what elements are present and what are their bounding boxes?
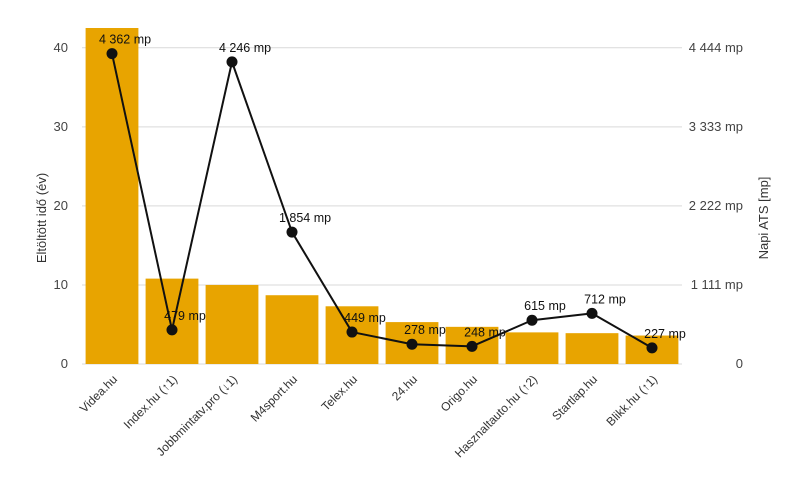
x-axis-categories: Videa.hu Index.hu (↑1)Jobbmintatv.pro (↓1…: [77, 372, 660, 460]
bar: [565, 333, 619, 364]
line-point: [166, 324, 178, 336]
bar-series: [85, 28, 679, 364]
data-label: 712 mp: [584, 292, 626, 306]
bar: [85, 28, 139, 364]
x-category-label: Index.hu (↑1): [121, 372, 180, 431]
x-category-label: Telex.hu: [319, 372, 361, 414]
bar: [205, 284, 259, 364]
y-tick-right: 2 222 mp: [689, 198, 743, 213]
y-tick-left: 40: [54, 40, 68, 55]
y-tick-left: 30: [54, 119, 68, 134]
x-category-label: Videa.hu: [77, 372, 120, 415]
line-point: [346, 326, 358, 338]
data-label: 278 mp: [404, 323, 446, 337]
x-category-label: M4sport.hu: [248, 372, 300, 424]
data-label: 227 mp: [644, 327, 686, 341]
data-labels: 4 362 mp 479 mp 4 246 mp 1 854 mp 449 mp 278 …: [99, 33, 686, 341]
left-axis-ticks: 0 10 20 30 40: [54, 40, 68, 371]
data-label: 4 362 mp: [99, 33, 151, 47]
data-label: 615 mp: [524, 299, 566, 313]
bar: [265, 295, 319, 364]
y-axis-title-left: Eltöltött idő (év): [34, 173, 49, 263]
line-point: [646, 342, 658, 354]
data-label: 449 mp: [344, 311, 386, 325]
line-points: [106, 48, 658, 354]
x-category-label: Blikk.hu (↑1): [604, 372, 661, 429]
right-axis-ticks: 0 1 111 mp 2 222 mp 3 333 mp 4 444 mp: [689, 40, 743, 371]
y-tick-right: 3 333 mp: [689, 119, 743, 134]
line-point: [226, 56, 238, 68]
y-tick-left: 0: [61, 356, 68, 371]
y-tick-right: 1 111 mp: [691, 277, 743, 292]
line-point: [406, 338, 418, 350]
x-category-label: 24.hu: [389, 372, 420, 403]
y-tick-left: 20: [54, 198, 68, 213]
line-point: [106, 48, 118, 60]
bar: [505, 332, 559, 364]
y-axis-title-right: Napi ATS [mp]: [756, 177, 771, 260]
bar: [145, 278, 199, 364]
line-point: [526, 314, 538, 326]
line-series: [111, 53, 653, 349]
x-category-label: Origo.hu: [438, 372, 480, 414]
data-label: 1 854 mp: [279, 211, 331, 225]
line-point: [286, 226, 298, 238]
y-tick-left: 10: [54, 277, 68, 292]
series-line: [111, 53, 653, 349]
y-tick-right: 4 444 mp: [689, 40, 743, 55]
line-point: [586, 307, 598, 319]
data-label: 479 mp: [164, 309, 206, 323]
data-label: 4 246 mp: [219, 41, 271, 55]
x-category-label: Startlap.hu: [549, 372, 600, 423]
line-point: [466, 340, 478, 352]
data-label: 248 mp: [464, 325, 506, 339]
y-tick-right: 0: [736, 356, 743, 371]
